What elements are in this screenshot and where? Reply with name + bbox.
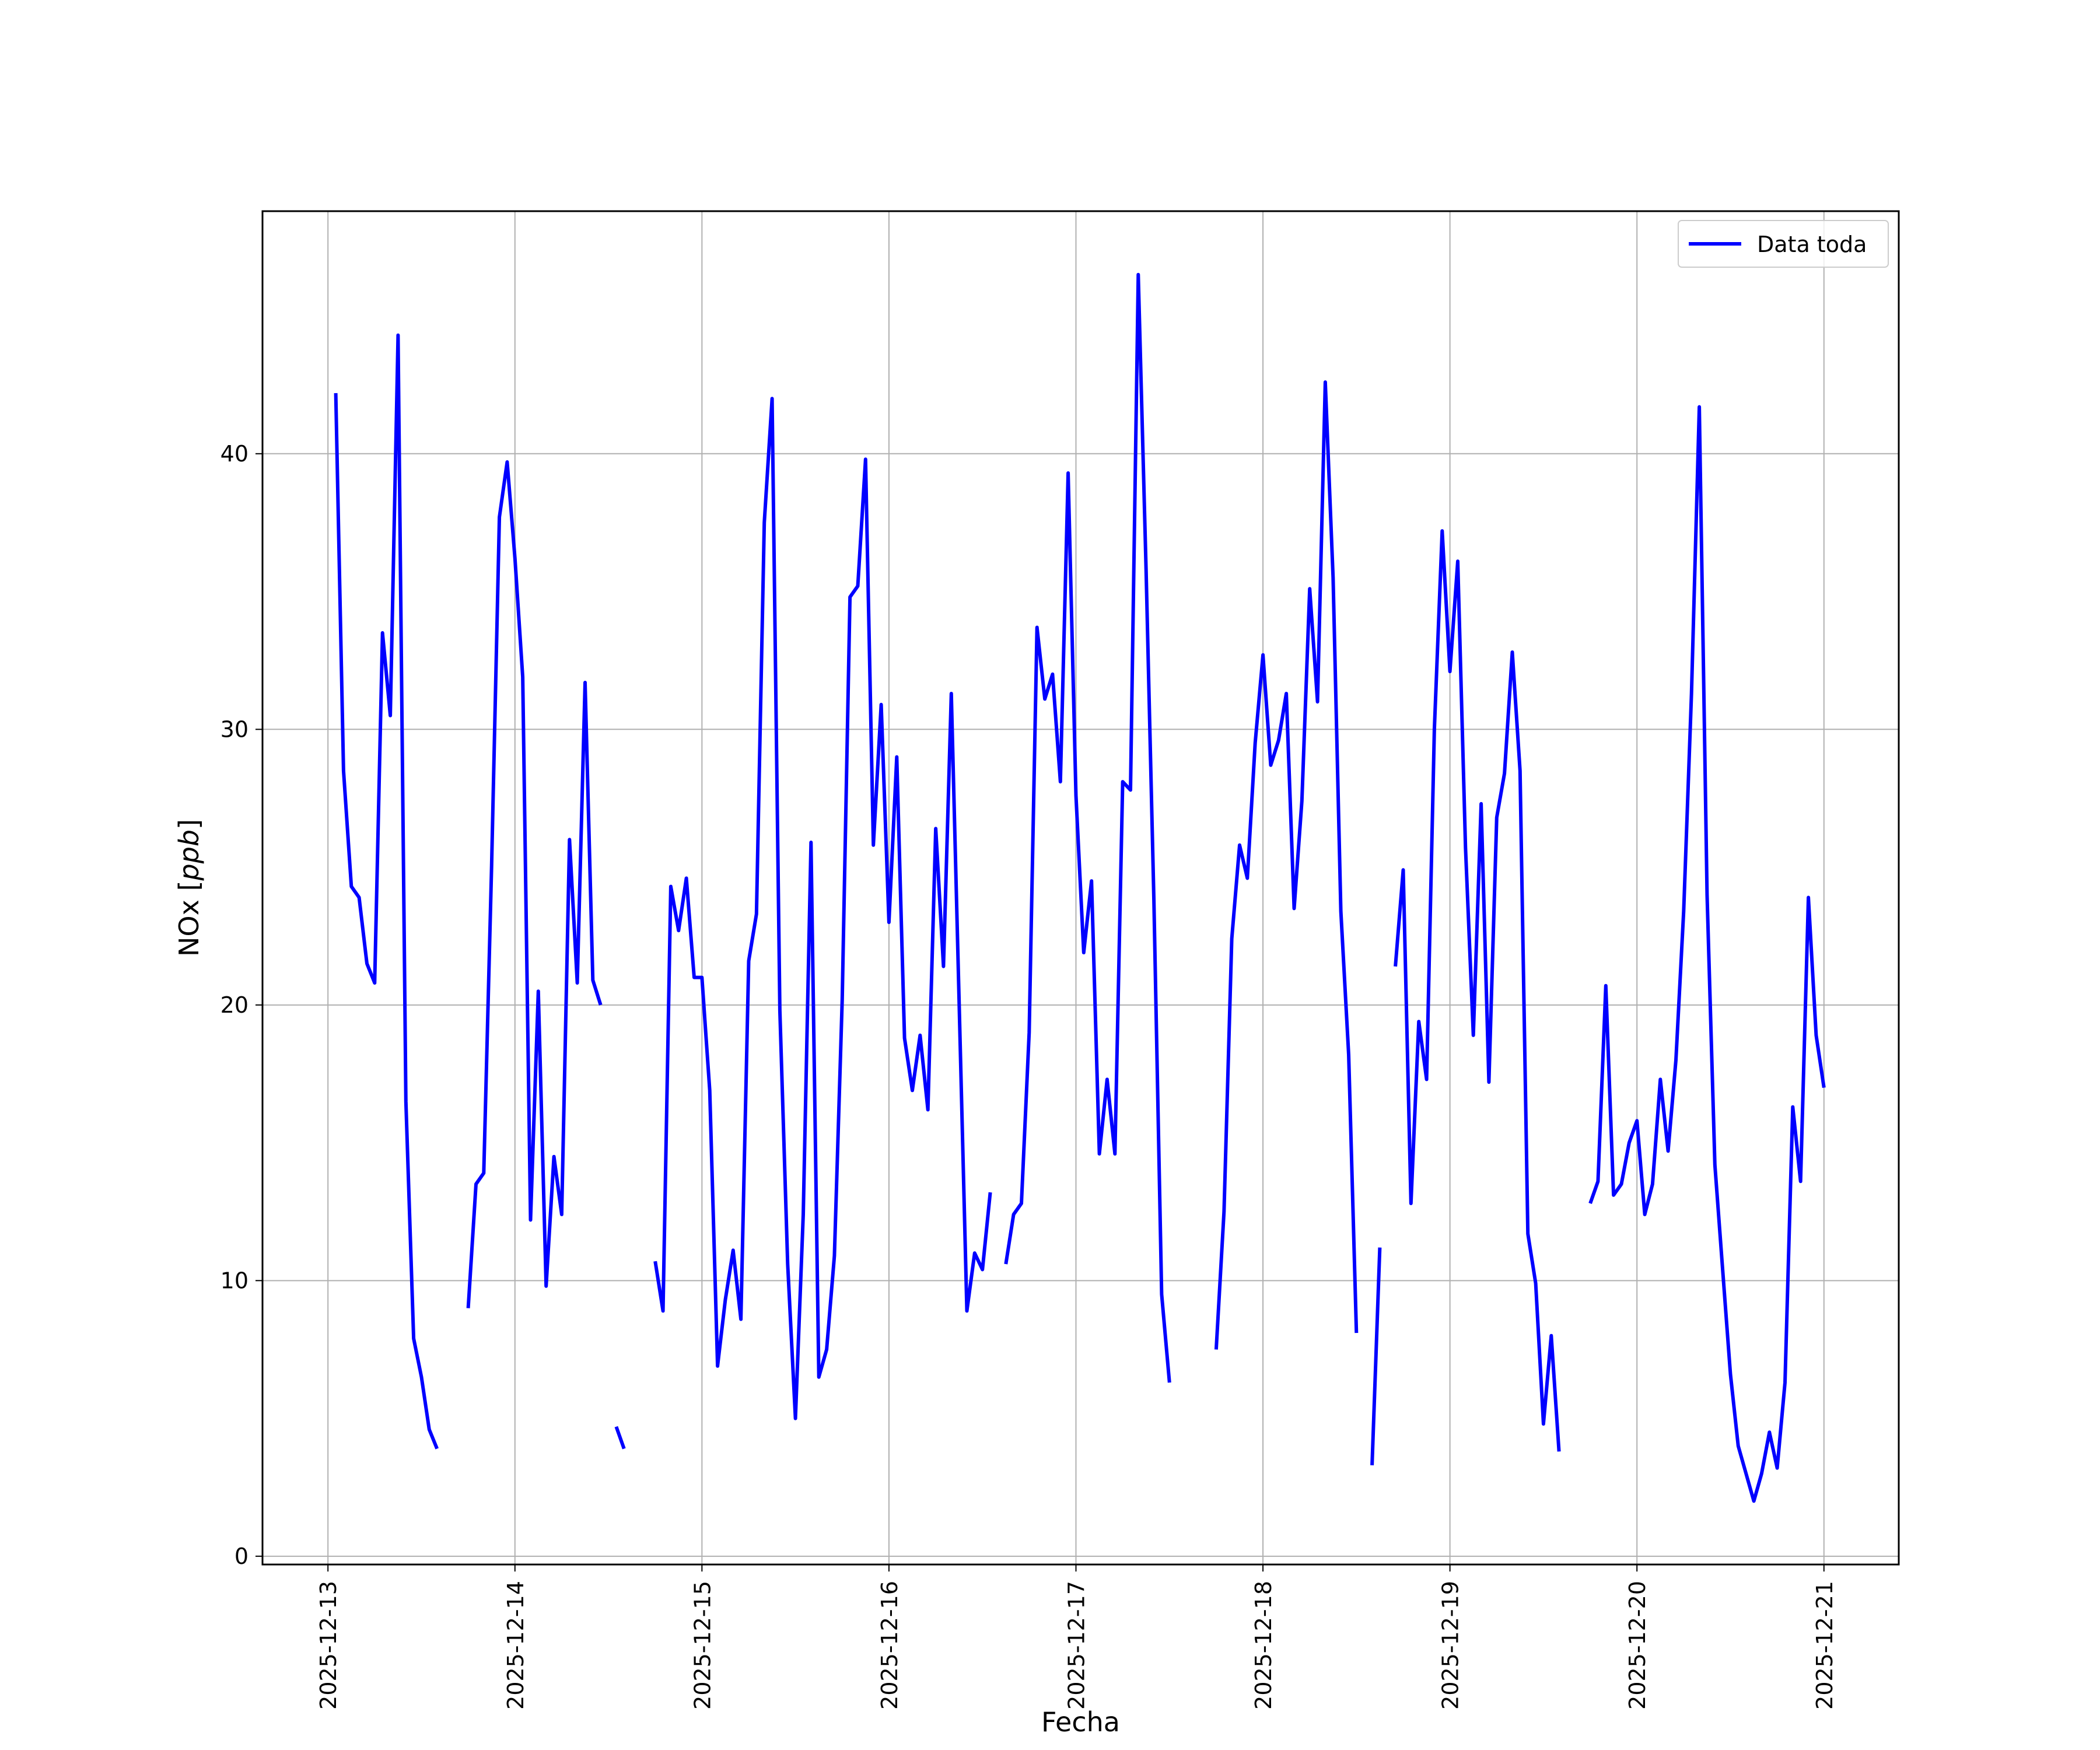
series-layer — [334, 272, 1826, 1503]
series-line-segment — [1394, 529, 1561, 1452]
x-gridlines — [327, 211, 1825, 1564]
y-tick-label: 10 — [220, 1268, 249, 1293]
y-axis-label-unit: ppb — [173, 830, 205, 881]
series-line-segment — [1214, 380, 1359, 1350]
legend-label-data-toda: Data toda — [1757, 232, 1867, 257]
x-tick-label: 2025-12-18 — [1251, 1581, 1276, 1710]
x-axis-label: Fecha — [1041, 1706, 1120, 1738]
plot-frame — [261, 210, 1900, 1566]
y-axis-label-prefix: NOx [ — [173, 881, 205, 957]
x-tick-label: 2025-12-20 — [1625, 1581, 1650, 1710]
series-line-segment — [466, 460, 603, 1308]
x-axis-ticks: 2025-12-13 2025-12-14 2025-12-15 2025-12-16… — [316, 1564, 1838, 1710]
x-tick-label: 2025-12-14 — [503, 1581, 528, 1710]
y-axis-ticks: 0 10 20 30 40 — [220, 441, 262, 1569]
x-tick-label: 2025-12-16 — [877, 1581, 902, 1710]
x-tick-label: 2025-12-17 — [1063, 1581, 1089, 1710]
y-axis-label: NOx [ppb] — [173, 819, 205, 957]
y-tick-label: 30 — [220, 716, 249, 742]
y-tick-label: 20 — [220, 992, 249, 1018]
series-line-segment — [1370, 1247, 1382, 1466]
x-tick-label: 2025-12-15 — [690, 1581, 715, 1710]
x-tick-label: 2025-12-13 — [316, 1581, 341, 1710]
series-line-segment — [1588, 405, 1826, 1503]
series-line-segment — [614, 1426, 626, 1450]
series-line-segment — [653, 397, 992, 1420]
legend: Data toda — [1678, 220, 1889, 268]
y-axis-label-suffix: ] — [173, 819, 205, 830]
y-tick-label: 0 — [235, 1544, 249, 1569]
y-tick-label: 40 — [220, 441, 249, 467]
y-gridlines — [262, 453, 1899, 1557]
legend-box — [1678, 220, 1889, 268]
series-line-segment — [334, 333, 439, 1450]
series-line-segment — [1004, 272, 1171, 1383]
x-tick-label: 2025-12-19 — [1438, 1581, 1464, 1710]
x-tick-label: 2025-12-21 — [1812, 1581, 1838, 1710]
